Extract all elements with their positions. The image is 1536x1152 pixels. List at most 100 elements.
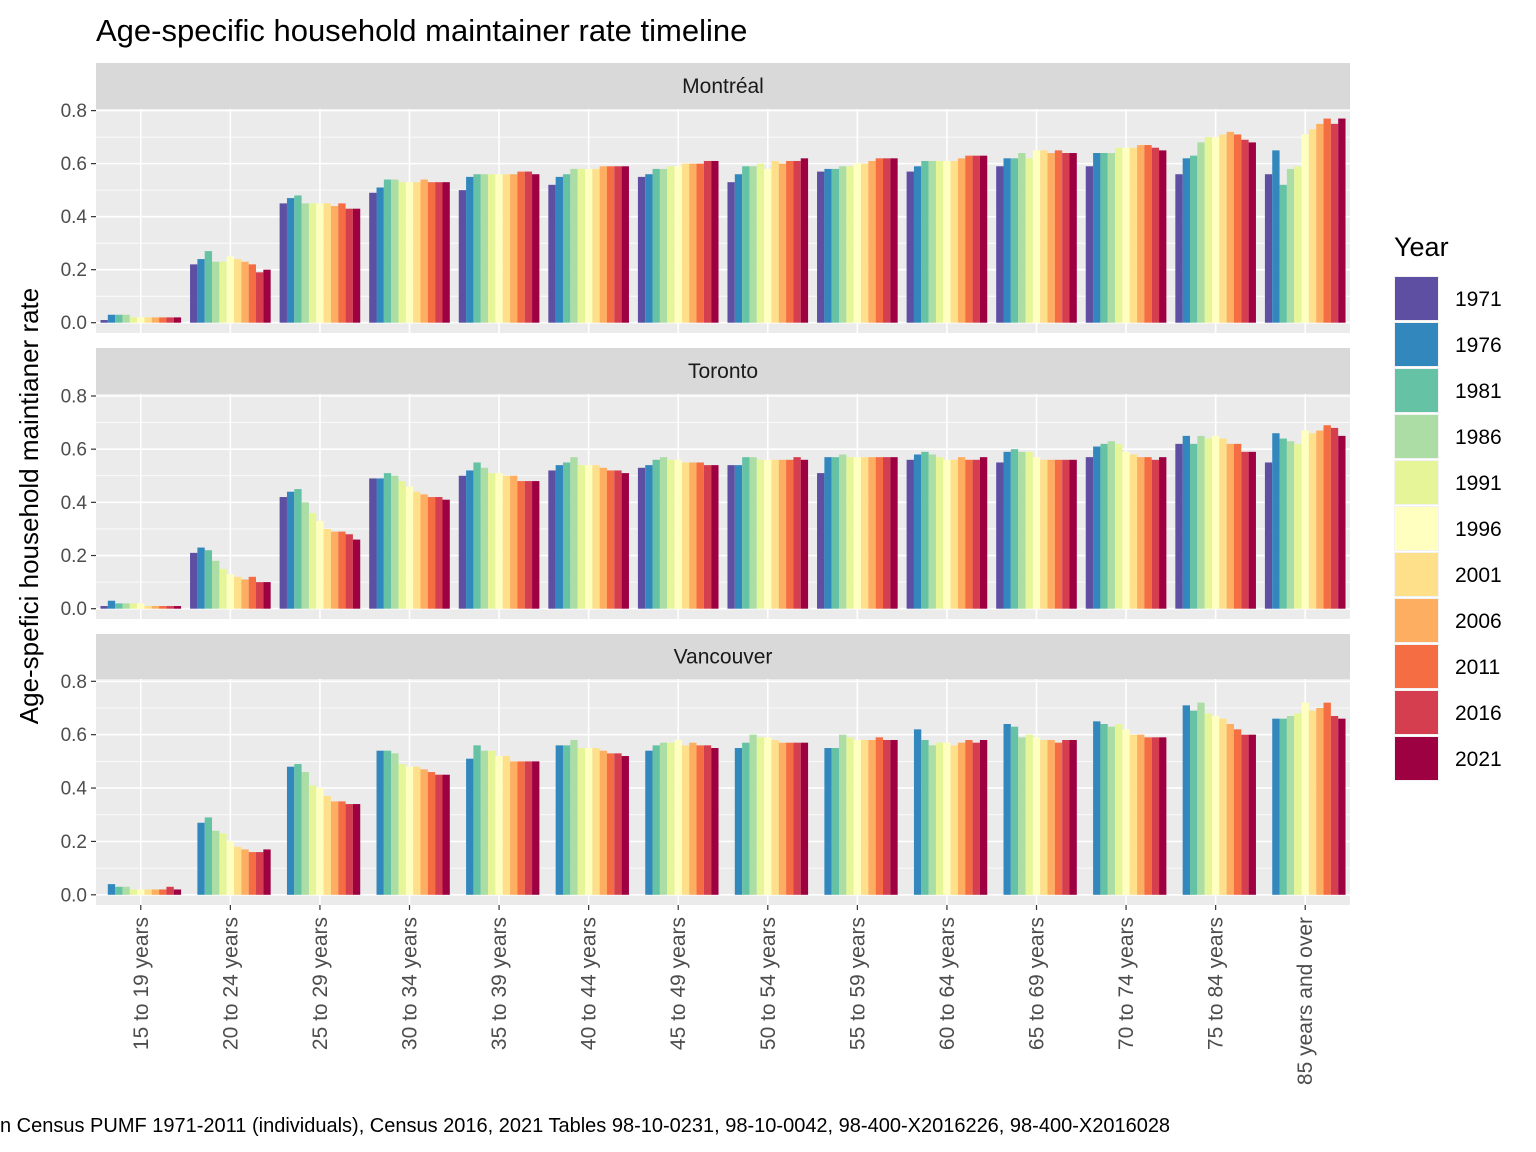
bar — [711, 160, 719, 323]
bar — [248, 852, 257, 895]
bar — [979, 740, 988, 895]
facet-strip-label: Montréal — [682, 75, 764, 98]
bar — [972, 155, 980, 323]
x-axis: 15 to 19 years 20 to 24 years 25 to 29 yea… — [130, 905, 1317, 1085]
bar — [711, 748, 719, 895]
bar — [226, 256, 235, 323]
bar — [435, 182, 443, 323]
bar — [1338, 718, 1346, 895]
bar — [943, 459, 951, 609]
bar — [890, 457, 898, 609]
bar — [338, 801, 346, 895]
bar — [800, 158, 809, 323]
bar — [480, 467, 489, 609]
bar — [308, 203, 317, 323]
y-tick-label: 0.4 — [61, 207, 88, 228]
bar — [570, 168, 578, 323]
bar — [890, 740, 898, 895]
bar — [1069, 740, 1077, 895]
bar — [1308, 129, 1317, 323]
bar — [294, 489, 302, 609]
legend-label: 1986 — [1455, 426, 1502, 449]
bar — [875, 457, 884, 609]
bar — [1107, 726, 1116, 895]
bar — [1219, 134, 1227, 323]
bar — [391, 475, 399, 609]
bar — [1010, 449, 1019, 609]
bar — [122, 886, 130, 895]
bar — [1018, 737, 1026, 895]
bar — [159, 606, 167, 609]
bar — [1032, 150, 1041, 323]
bar — [369, 192, 377, 323]
bar — [398, 481, 406, 609]
bar — [577, 168, 585, 323]
bar — [831, 748, 840, 895]
bar — [301, 203, 309, 323]
x-tick-label: 70 to 74 years — [1115, 917, 1138, 1050]
bar — [352, 208, 361, 323]
bar — [480, 750, 489, 895]
bar — [1069, 153, 1077, 323]
bar — [241, 261, 249, 323]
bar — [286, 198, 295, 323]
bar — [771, 160, 779, 323]
bar — [1054, 150, 1063, 323]
bar — [1248, 734, 1256, 895]
bar — [473, 462, 481, 609]
bar — [734, 465, 743, 609]
bar — [1241, 734, 1249, 895]
bar — [1025, 734, 1033, 895]
bar — [1219, 438, 1227, 609]
x-tick-label: 50 to 54 years — [757, 917, 780, 1050]
bar — [1248, 142, 1256, 323]
bar — [517, 171, 525, 323]
bar — [667, 742, 675, 895]
legend-label: 1981 — [1455, 380, 1502, 403]
bar — [1294, 166, 1302, 323]
bar — [1330, 123, 1339, 323]
bar — [943, 160, 951, 323]
bar — [279, 497, 287, 609]
bar — [1100, 443, 1108, 609]
bar — [1107, 441, 1116, 609]
bar — [861, 163, 869, 323]
bar — [442, 499, 450, 609]
bar — [166, 317, 174, 323]
bar — [1085, 457, 1094, 609]
bar — [696, 462, 704, 609]
bar — [1286, 441, 1295, 609]
bar — [427, 182, 436, 323]
legend-swatch — [1395, 461, 1438, 504]
bar — [1040, 150, 1048, 323]
bar — [212, 261, 220, 323]
facet-strip — [96, 348, 1350, 394]
bar — [413, 491, 421, 609]
bar — [996, 462, 1004, 609]
bar — [435, 774, 443, 895]
bar — [703, 745, 712, 895]
bar — [756, 737, 765, 895]
bar — [241, 579, 249, 609]
x-tick-label: 35 to 39 years — [488, 917, 511, 1050]
bar — [1204, 713, 1212, 895]
bar — [1226, 724, 1234, 895]
bar — [190, 264, 198, 323]
bar — [621, 166, 629, 323]
bar — [495, 756, 503, 895]
bar — [957, 158, 966, 323]
bar — [1294, 713, 1302, 895]
bar — [480, 174, 489, 323]
bar — [286, 766, 295, 895]
bar — [711, 465, 719, 609]
bar — [562, 745, 571, 895]
bar — [204, 251, 213, 323]
bar — [442, 182, 450, 323]
bar — [173, 606, 182, 609]
bar — [263, 582, 271, 609]
bar — [115, 886, 123, 895]
bar — [696, 745, 704, 895]
bar — [1279, 438, 1287, 609]
bar — [681, 462, 690, 609]
bar — [1338, 435, 1346, 609]
